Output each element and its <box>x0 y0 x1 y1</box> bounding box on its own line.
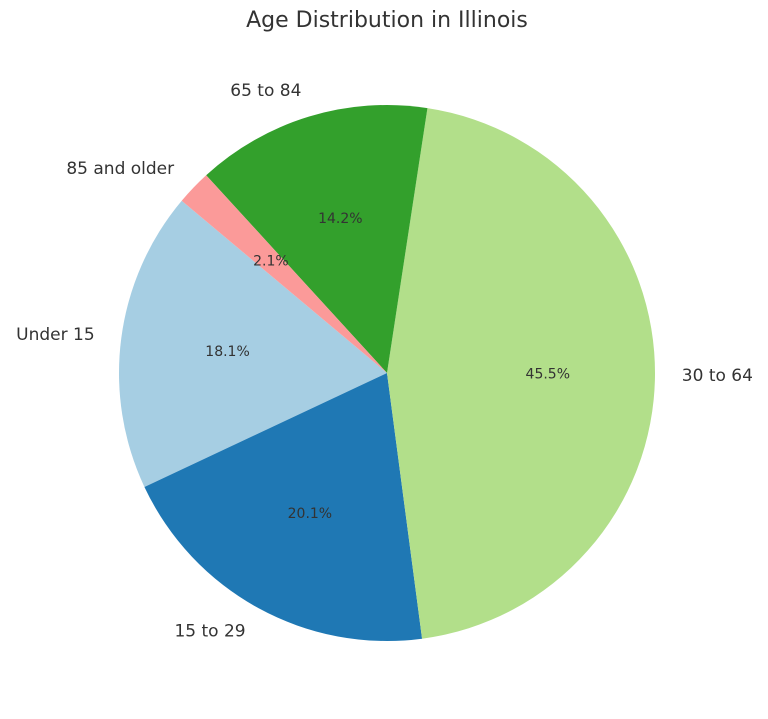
pie-slice <box>144 373 423 641</box>
value-label: 2.1% <box>253 254 289 270</box>
slice-label: 15 to 29 <box>174 622 245 642</box>
pie-slice <box>387 108 655 639</box>
slice-label: Under 15 <box>16 325 95 345</box>
value-label: 18.1% <box>205 344 249 360</box>
slice-label: 65 to 84 <box>230 81 301 101</box>
slice-label: 85 and older <box>66 159 174 179</box>
pie-slice <box>206 104 428 373</box>
value-label: 20.1% <box>288 506 332 522</box>
pie-slice <box>181 175 387 373</box>
value-label: 45.5% <box>526 367 570 383</box>
slice-label: 30 to 64 <box>682 366 753 386</box>
pie-slice <box>118 200 388 487</box>
chart-title: Age Distribution in Illinois <box>246 8 528 33</box>
value-label: 14.2% <box>318 211 362 227</box>
